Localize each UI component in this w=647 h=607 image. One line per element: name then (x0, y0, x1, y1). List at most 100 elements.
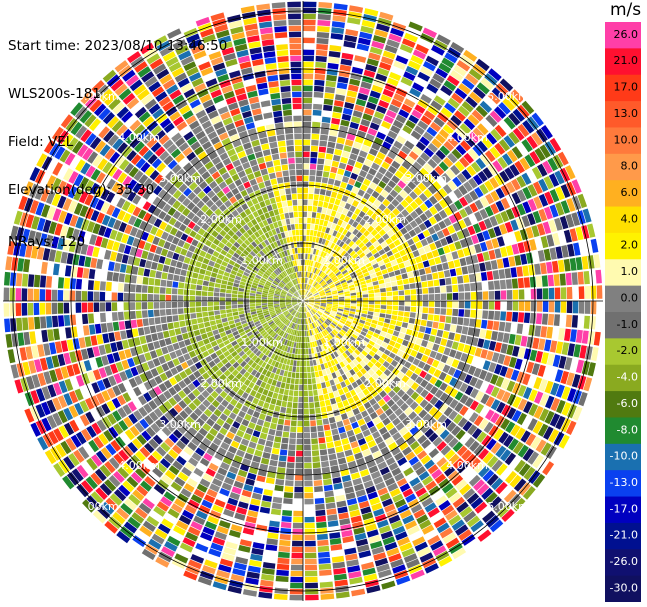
radar-gate (303, 235, 306, 242)
radar-gate (346, 279, 353, 284)
radar-gate (240, 438, 250, 447)
radar-gate (189, 412, 199, 421)
radar-gate (329, 314, 335, 319)
radar-gate (24, 408, 35, 423)
radar-gate (410, 130, 422, 140)
radar-gate (223, 408, 232, 417)
radar-gate (303, 426, 310, 433)
radar-gate (317, 364, 322, 371)
radar-gate (593, 254, 601, 269)
radar-gate (95, 356, 104, 368)
radar-gate (475, 58, 490, 72)
radar-gate (415, 282, 422, 289)
radar-gate (320, 351, 325, 358)
radar-gate (405, 421, 415, 431)
radar-gate (472, 174, 483, 186)
radar-gate (374, 29, 388, 38)
radar-gate (301, 312, 303, 319)
radar-gate (443, 157, 454, 168)
radar-gate (398, 412, 407, 421)
radar-gate (165, 370, 174, 379)
radar-gate (250, 290, 256, 294)
radar-gate (312, 281, 317, 287)
radar-gate (315, 321, 319, 327)
radar-gate (230, 270, 237, 276)
radar-gate (106, 400, 116, 412)
radar-gate (161, 323, 168, 331)
radar-gate (272, 392, 279, 399)
radar-gate (276, 399, 282, 407)
radar-gate (383, 322, 390, 328)
radar-gate (534, 325, 542, 337)
radar-gate (343, 288, 350, 292)
radar-gate (398, 262, 405, 269)
radar-gate (287, 306, 293, 309)
radar-gate (187, 441, 198, 451)
radar-gate (485, 396, 495, 408)
radar-gate (326, 296, 333, 299)
radar-gate (500, 311, 507, 321)
radar-gate (504, 322, 512, 333)
radar-gate (3, 303, 10, 317)
radar-gate (149, 325, 157, 334)
radar-gate (380, 241, 388, 249)
radar-gate (208, 311, 215, 316)
radar-gate (128, 540, 143, 553)
radar-gate (418, 222, 427, 232)
radar-gate (304, 277, 307, 284)
radar-gate (280, 382, 286, 389)
radar-gate (511, 146, 523, 159)
radar-gate (494, 213, 504, 225)
radar-gate (354, 532, 367, 541)
radar-gate (379, 264, 387, 271)
radar-gate (263, 312, 270, 316)
radar-gate (518, 289, 525, 300)
radar-gate (332, 434, 341, 441)
radar-gate (388, 441, 398, 451)
radar-gate (75, 216, 84, 229)
radar-gate (524, 301, 531, 312)
radar-gate (139, 418, 150, 429)
radar-gate (262, 290, 269, 294)
radar-gate (197, 576, 213, 586)
radar-gate (538, 338, 546, 351)
radar-gate (159, 339, 166, 348)
radar-gate (320, 257, 325, 264)
radar-gate (325, 291, 332, 295)
radar-gate (215, 369, 223, 377)
radar-gate (292, 522, 303, 529)
radar-gate (405, 369, 414, 378)
radar-gate (384, 408, 394, 417)
radar-gate (508, 356, 517, 368)
radar-gate (245, 349, 253, 356)
radar-gate (464, 538, 479, 551)
radar-gate (74, 417, 85, 430)
radar-gate (268, 344, 274, 351)
radar-gate (273, 303, 280, 306)
radar-gate (303, 175, 309, 182)
radar-gate (121, 359, 130, 370)
radar-gate (378, 335, 385, 341)
radar-gate (152, 236, 160, 246)
radar-gate (529, 276, 536, 288)
radar-gate (469, 457, 481, 469)
radar-gate (344, 139, 354, 147)
radar-gate (227, 497, 239, 506)
radar-gate (276, 563, 290, 570)
radar-gate (421, 313, 428, 320)
radar-gate (80, 348, 89, 360)
radar-gate (31, 345, 39, 359)
radar-gate (304, 564, 318, 571)
radar-gate (463, 510, 477, 523)
radar-gate (261, 331, 268, 337)
radar-gate (266, 280, 272, 285)
radar-gate (494, 364, 503, 375)
radar-gate (317, 14, 331, 21)
radar-gate (310, 286, 314, 292)
radar-gate (543, 206, 553, 220)
radar-gate (87, 291, 94, 301)
radar-gate (175, 520, 189, 531)
radar-gate (335, 445, 344, 453)
radar-gate (136, 485, 149, 497)
radar-gate (48, 221, 57, 235)
